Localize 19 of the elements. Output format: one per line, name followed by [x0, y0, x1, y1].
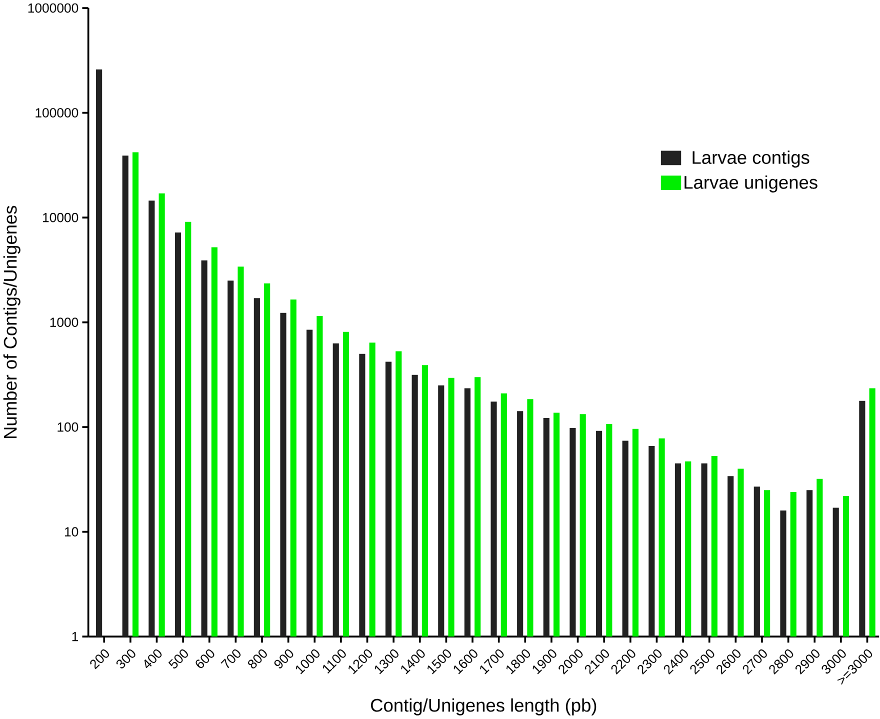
legend-label: Larvae unigenes — [684, 176, 818, 193]
x-tick-label: 500 — [168, 650, 188, 669]
x-tick-label: 300 — [116, 650, 136, 669]
x-axis-title: Contig/Unigenes length (pb) — [371, 698, 596, 716]
y-tick-label: 1000000 — [28, 3, 78, 13]
y-tick-label: 100000 — [36, 108, 78, 118]
x-tick-label: 400 — [144, 650, 162, 668]
x-tick-label: 800 — [248, 650, 267, 669]
y-tick-label: 100 — [58, 422, 78, 432]
y-tick-label: 1000 — [50, 318, 78, 328]
x-tick-label: 200 — [90, 650, 109, 670]
y-tick-label: 10000 — [43, 213, 78, 222]
x-tick-label: 700 — [220, 650, 241, 668]
y-axis-title: Number of Contigs/Unigenes — [3, 206, 20, 438]
y-tick-label: 1 — [72, 632, 78, 642]
x-tick-label: 900 — [274, 650, 294, 669]
x-tick-label: 600 — [196, 650, 214, 668]
y-tick-label: 10 — [65, 527, 78, 537]
legend-label: Larvae contigs — [692, 150, 810, 168]
